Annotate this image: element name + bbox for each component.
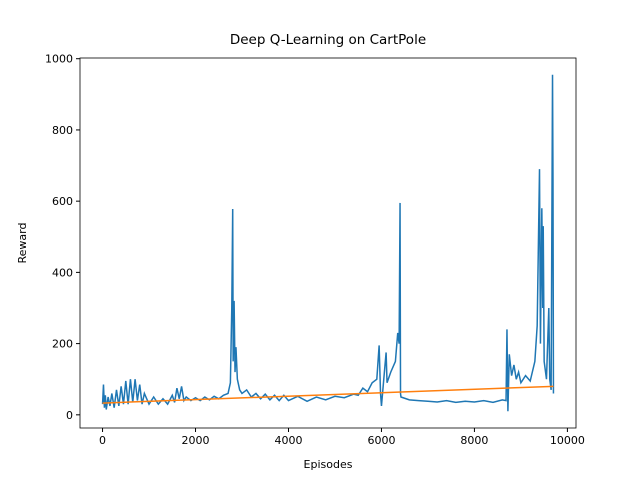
data-line bbox=[101, 74, 555, 412]
x-tick-label: 0 bbox=[99, 434, 106, 447]
x-tick-label: 4000 bbox=[274, 434, 302, 447]
x-tick-label: 10000 bbox=[550, 434, 585, 447]
y-axis-label: Reward bbox=[16, 223, 29, 264]
x-tick-label: 2000 bbox=[182, 434, 210, 447]
plot-frame bbox=[79, 57, 577, 429]
chart-title: Deep Q-Learning on CartPole bbox=[230, 32, 426, 48]
y-tick-label: 400 bbox=[52, 266, 73, 279]
x-tick-label: 8000 bbox=[460, 434, 488, 447]
y-tick-label: 1000 bbox=[45, 53, 73, 66]
x-tick-label: 6000 bbox=[367, 434, 395, 447]
x-axis-label: Episodes bbox=[304, 458, 353, 471]
y-tick-label: 600 bbox=[52, 195, 73, 208]
y-tick-label: 0 bbox=[66, 409, 73, 422]
data-line bbox=[102, 385, 554, 404]
y-tick-label: 200 bbox=[52, 338, 73, 351]
y-tick-label: 800 bbox=[52, 124, 73, 137]
